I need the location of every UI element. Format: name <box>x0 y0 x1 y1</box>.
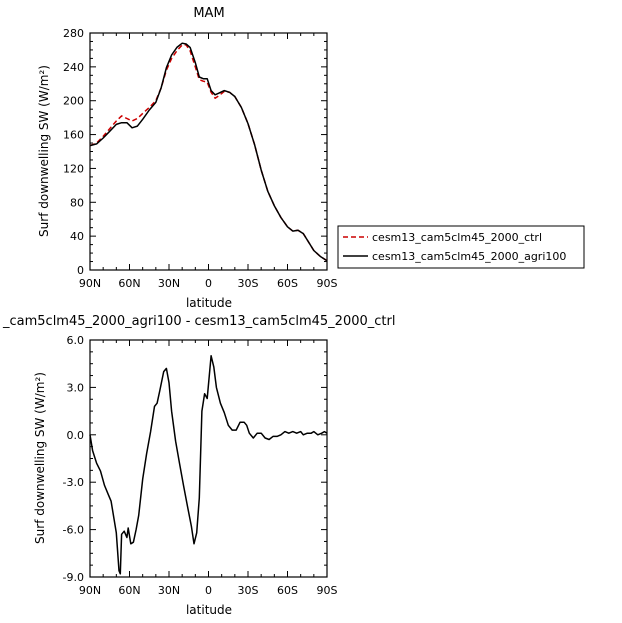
top-series-line-1 <box>89 42 328 262</box>
top-x-tick-label: 90N <box>79 277 101 290</box>
top-panel: MAM 0 40 80 120 160 200 240 280 90N 60N 30N 0 30S 60… <box>37 6 338 310</box>
bottom-x-tick-label: 30S <box>238 584 259 597</box>
bottom-x-tick-label: 60N <box>118 584 140 597</box>
top-x-tick-label: 60S <box>277 277 298 290</box>
top-series-line-0 <box>89 44 328 262</box>
bottom-y-axis-label: Surf downwelling SW (W/m²) <box>33 372 47 544</box>
bottom-x-axis: 90N 60N 30N 0 30S 60S 90S <box>79 340 338 597</box>
bottom-x-tick-label: 90N <box>79 584 101 597</box>
bottom-chart-title: _cam5clm45_2000_agri100 - cesm13_cam5clm… <box>2 314 395 329</box>
top-series-group <box>89 42 328 262</box>
legend-box <box>337 225 585 269</box>
top-y-axis: 0 40 80 120 160 200 240 280 <box>63 27 327 277</box>
top-plot-frame <box>89 32 328 271</box>
bottom-y-axis: -9.0 -6.0 -3.0 0.0 3.0 6.0 <box>63 334 327 584</box>
bottom-series-line-0 <box>89 355 328 575</box>
bottom-panel: _cam5clm45_2000_agri100 - cesm13_cam5clm… <box>2 314 395 617</box>
top-x-tick-label: 90S <box>317 277 338 290</box>
bottom-plot-frame <box>89 339 328 578</box>
bottom-x-tick-label: 90S <box>317 584 338 597</box>
bottom-x-axis-label: latitude <box>186 603 232 617</box>
legend: cesm13_cam5clm45_2000_ctrl cesm13_cam5cl… <box>337 225 585 269</box>
legend-label-agri100: cesm13_cam5clm45_2000_agri100 <box>372 250 566 263</box>
bottom-x-tick-label: 60S <box>277 584 298 597</box>
top-y-tick-label: 0 <box>77 264 84 277</box>
bottom-y-tick-label: -6.0 <box>63 524 84 537</box>
top-y-tick-label: 120 <box>63 162 84 175</box>
legend-label-ctrl: cesm13_cam5clm45_2000_ctrl <box>372 231 542 244</box>
top-chart-title: MAM <box>193 6 224 21</box>
top-x-tick-label: 60N <box>118 277 140 290</box>
top-x-axis: 90N 60N 30N 0 30S 60S 90S <box>79 33 338 290</box>
top-y-tick-label: 40 <box>70 230 84 243</box>
bottom-y-tick-label: -3.0 <box>63 476 84 489</box>
bottom-y-tick-label: 3.0 <box>67 381 85 394</box>
bottom-y-tick-label: 0.0 <box>67 429 85 442</box>
top-x-axis-label: latitude <box>186 296 232 310</box>
bottom-series-group <box>89 355 328 575</box>
top-x-tick-label: 0 <box>205 277 212 290</box>
top-y-tick-label: 280 <box>63 27 84 40</box>
top-y-tick-label: 200 <box>63 95 84 108</box>
bottom-x-tick-label: 0 <box>205 584 212 597</box>
top-y-tick-label: 160 <box>63 129 84 142</box>
bottom-x-tick-label: 30N <box>158 584 180 597</box>
bottom-y-tick-label: 6.0 <box>67 334 85 347</box>
top-x-tick-label: 30N <box>158 277 180 290</box>
bottom-y-tick-label: -9.0 <box>63 571 84 584</box>
top-y-tick-label: 240 <box>63 61 84 74</box>
top-y-tick-label: 80 <box>70 196 84 209</box>
top-y-axis-label: Surf downwelling SW (W/m²) <box>37 65 51 237</box>
top-x-tick-label: 30S <box>238 277 259 290</box>
